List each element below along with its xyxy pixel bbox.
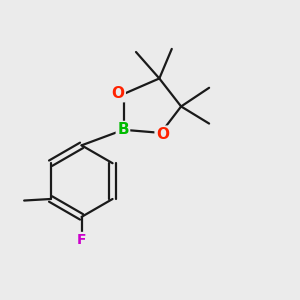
Text: F: F — [77, 233, 86, 247]
Text: O: O — [112, 86, 124, 101]
Text: O: O — [156, 127, 169, 142]
Text: B: B — [117, 122, 129, 137]
